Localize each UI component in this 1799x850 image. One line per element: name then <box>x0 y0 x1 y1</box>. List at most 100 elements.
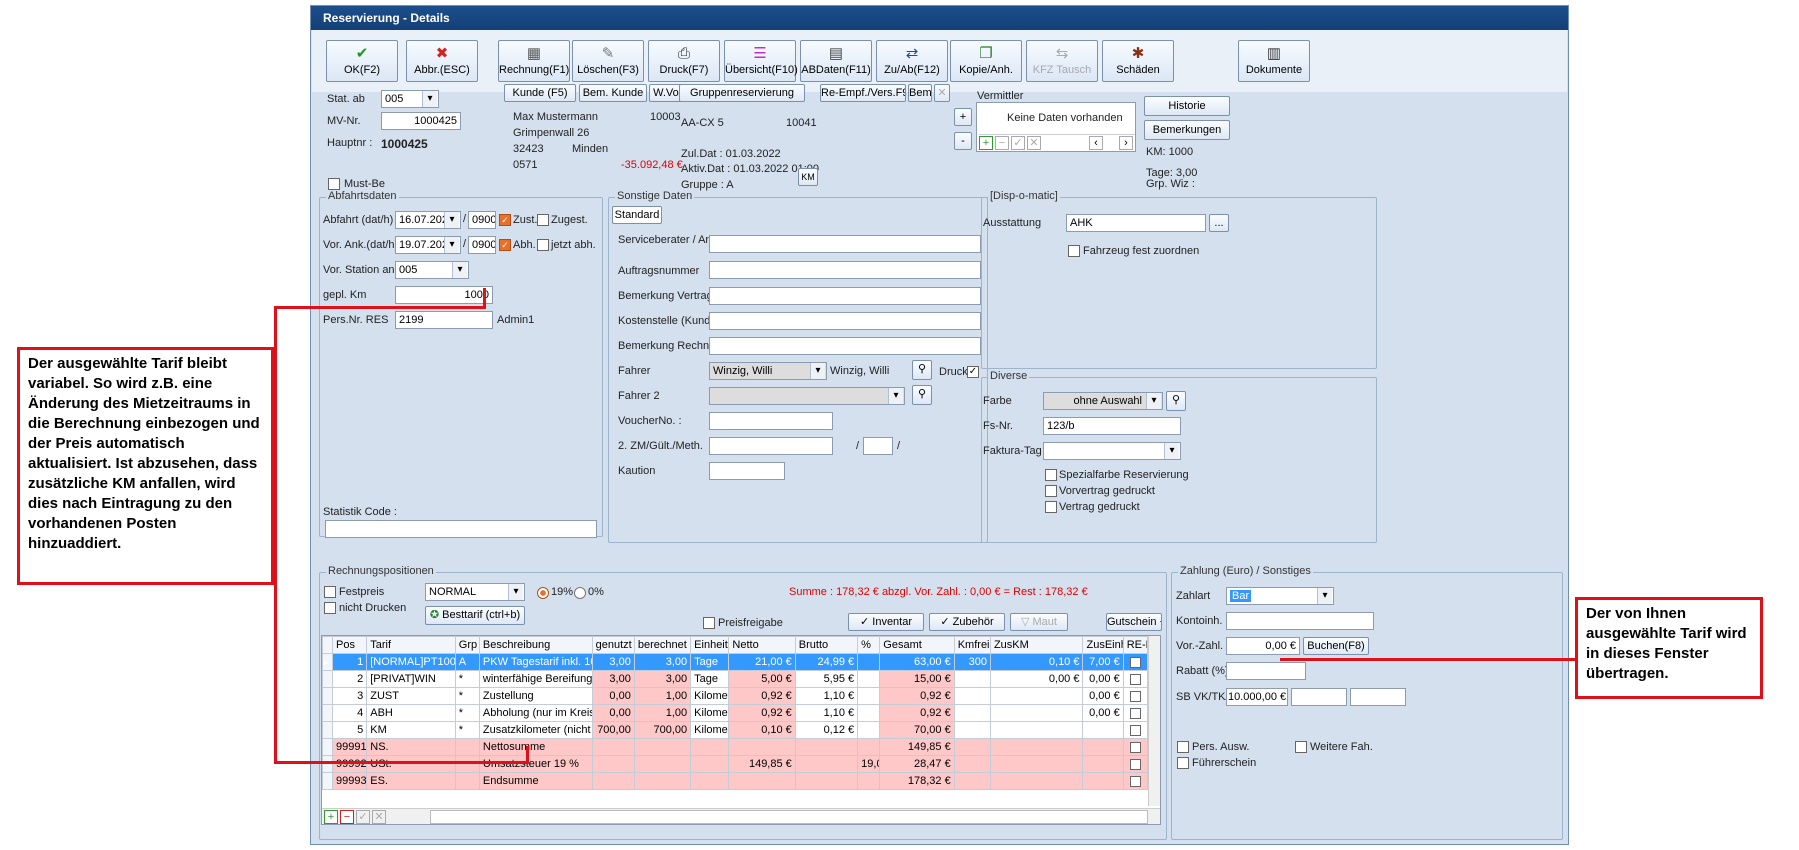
inventar-button[interactable]: ✓ Inventar <box>848 613 924 631</box>
maut-button[interactable]: ▽ Maut <box>1010 613 1068 631</box>
rek-checkbox[interactable] <box>1129 758 1141 770</box>
table-cell[interactable]: 149,85 € <box>879 738 955 756</box>
druck-checkbox[interactable]: ✓ <box>967 366 979 378</box>
table-cell[interactable]: 0,92 € <box>879 687 955 705</box>
table-cell[interactable] <box>953 772 991 790</box>
bem-button[interactable]: Bem <box>908 84 932 102</box>
table-cell[interactable] <box>953 670 991 688</box>
table-cell[interactable] <box>857 670 881 688</box>
table-cell[interactable] <box>1122 755 1149 773</box>
toolbar-button-10[interactable]: ✱ Schäden <box>1102 40 1174 82</box>
zm-input[interactable] <box>709 437 833 455</box>
table-row[interactable]: 2 [PRIVAT]WIN * winterfähige Bereifung 3,00 3… <box>322 670 1149 688</box>
ank-date-input[interactable]: 19.07.2024 <box>395 236 461 254</box>
table-cell[interactable]: 2 <box>332 670 368 688</box>
table-cell[interactable]: 7,00 € <box>1082 653 1124 671</box>
table-cell[interactable]: 0,92 € <box>728 687 796 705</box>
table-cell[interactable] <box>857 738 881 756</box>
table-cell[interactable]: Kilomete <box>690 721 730 739</box>
table-cell[interactable]: Zusatzkilometer (nicht lösc <box>478 721 593 739</box>
voucher-input[interactable] <box>709 412 833 430</box>
mv-input[interactable]: 1000425 <box>381 112 461 130</box>
column-header[interactable]: Tarif <box>366 636 456 654</box>
table-cell[interactable]: 0,00 <box>591 704 635 722</box>
toolbar-button-9[interactable]: ⇆ KFZ Tausch <box>1026 40 1098 82</box>
column-header[interactable]: Gesamt <box>879 636 955 654</box>
table-cell[interactable]: PKW Tagestarif inkl. 100 <box>478 653 593 671</box>
table-cell[interactable] <box>953 687 991 705</box>
table-cell[interactable] <box>1082 755 1124 773</box>
table-cell[interactable]: 1,10 € <box>794 687 859 705</box>
kaution-input[interactable] <box>709 462 785 480</box>
table-cell[interactable] <box>690 772 730 790</box>
table-cell[interactable]: 5,00 € <box>728 670 796 688</box>
must-be-checkbox[interactable] <box>328 178 340 190</box>
kontoinh-input[interactable] <box>1226 612 1374 630</box>
table-cell[interactable]: 300 <box>953 653 991 671</box>
toolbar-button-1[interactable]: ✖ Abbr.(ESC) <box>406 40 478 82</box>
tarif-select[interactable]: NORMAL <box>425 583 525 601</box>
table-cell[interactable]: ZUST <box>366 687 456 705</box>
table-cell[interactable]: 3,00 <box>633 670 692 688</box>
vermittler-list[interactable] <box>976 102 1136 152</box>
table-cell[interactable] <box>591 772 635 790</box>
column-header[interactable]: Netto <box>728 636 796 654</box>
table-cell[interactable]: * <box>454 721 480 739</box>
table-cell[interactable] <box>857 721 881 739</box>
grid-vertical-scrollbar[interactable] <box>1148 636 1160 806</box>
table-cell[interactable] <box>1082 738 1124 756</box>
column-header[interactable]: Kmfrei <box>953 636 991 654</box>
sb-tk-input[interactable] <box>1291 688 1347 706</box>
table-cell[interactable]: 21,00 € <box>728 653 796 671</box>
zahlart-select[interactable]: Bar <box>1226 587 1334 605</box>
table-cell[interactable] <box>953 755 991 773</box>
besttarif-button[interactable]: ✪ Besttarif (ctrl+b) <box>425 606 525 625</box>
table-cell[interactable] <box>989 721 1084 739</box>
table-cell[interactable] <box>454 738 480 756</box>
table-cell[interactable]: 99993 <box>332 772 368 790</box>
table-cell[interactable]: 3,00 <box>591 670 635 688</box>
table-cell[interactable]: 0,00 € <box>1082 670 1124 688</box>
kunde-button[interactable]: Kunde (F5) <box>504 84 576 102</box>
table-cell[interactable]: 0,92 € <box>728 704 796 722</box>
table-cell[interactable] <box>857 687 881 705</box>
spezialfarbe-checkbox[interactable] <box>1045 469 1057 481</box>
table-cell[interactable] <box>989 687 1084 705</box>
table-cell[interactable]: Kilomete <box>690 687 730 705</box>
table-cell[interactable]: Tage <box>690 653 730 671</box>
table-cell[interactable]: 0,12 € <box>794 721 859 739</box>
table-cell[interactable]: Kilomete <box>690 704 730 722</box>
grid-horizontal-scrollbar[interactable] <box>430 810 1148 824</box>
festpreis-checkbox[interactable] <box>324 586 336 598</box>
column-header[interactable]: Einheit <box>690 636 730 654</box>
fahrer2-select[interactable] <box>709 387 905 405</box>
table-cell[interactable]: 28,47 € <box>879 755 955 773</box>
sb-extra-input[interactable] <box>1350 688 1406 706</box>
table-cell[interactable]: * <box>454 704 480 722</box>
table-cell[interactable]: ES. <box>366 772 456 790</box>
weitere-fah-checkbox[interactable] <box>1295 741 1307 753</box>
table-cell[interactable]: USt. <box>366 755 456 773</box>
serviceberater-input[interactable] <box>709 235 981 253</box>
historie-button[interactable]: Historie <box>1144 96 1230 116</box>
farbe-search-icon[interactable]: ⚲ <box>1166 391 1186 411</box>
table-cell[interactable] <box>591 738 635 756</box>
table-cell[interactable] <box>1122 738 1149 756</box>
jetzt-abh-checkbox[interactable] <box>537 239 549 251</box>
column-header[interactable]: berechnet <box>633 636 692 654</box>
toolbar-button-4[interactable]: ⎙ Druck(F7) <box>648 40 720 82</box>
column-header[interactable]: RE-K <box>1122 636 1149 654</box>
table-cell[interactable]: NS. <box>366 738 456 756</box>
toolbar-button-0[interactable]: ✔ OK(F2) <box>326 40 398 82</box>
toolbar-button-6[interactable]: ▤ ABDaten(F11) <box>800 40 872 82</box>
grid-cancel-icon[interactable]: ✕ <box>372 810 386 824</box>
table-cell[interactable] <box>633 738 692 756</box>
table-cell[interactable]: ABH <box>366 704 456 722</box>
bemerkung-vertrag-input[interactable] <box>709 287 981 305</box>
table-cell[interactable]: 15,00 € <box>879 670 955 688</box>
zust-checkbox[interactable]: ✓ <box>499 214 511 226</box>
table-cell[interactable]: Abholung (nur im Kreis Mir <box>478 704 593 722</box>
